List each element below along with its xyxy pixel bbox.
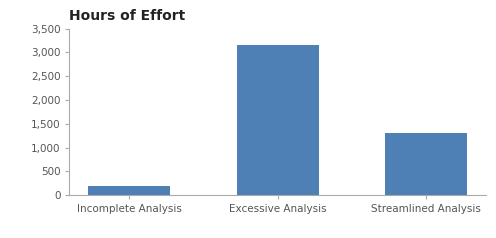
Bar bbox=[88, 186, 170, 195]
Bar bbox=[237, 45, 318, 195]
Bar bbox=[385, 133, 467, 195]
Text: Hours of Effort: Hours of Effort bbox=[69, 9, 186, 23]
